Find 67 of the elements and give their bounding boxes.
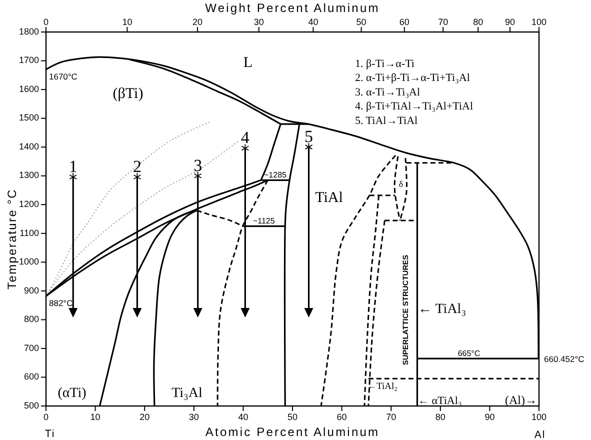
annotation: (Al)→	[505, 393, 537, 407]
y-tick-label: 800	[24, 314, 39, 324]
y-tick-label: 900	[24, 285, 39, 296]
text: 0	[43, 17, 49, 27]
y-tick-label: 1300	[18, 170, 39, 180]
y-tick-label: 1600	[18, 84, 39, 94]
text: 70	[438, 17, 448, 27]
annotation: ← αTiAl₃	[418, 395, 462, 407]
x2-axis-title: Weight Percent Aluminum	[205, 1, 380, 15]
annotation: Ti₃Al	[172, 386, 203, 401]
y-tick-label: 1100	[20, 228, 39, 238]
annotation: 2. α-Ti+β-Ti→α-Ti+Ti₃Al	[355, 72, 470, 84]
y-tick-label: 1200	[18, 198, 39, 209]
annotation: 2	[132, 156, 142, 176]
text: 90	[504, 17, 516, 27]
x-tick-label: 80	[435, 412, 446, 422]
text: 50	[356, 17, 366, 27]
y-tick-label: 500	[24, 400, 39, 410]
annotation: (αTi)	[58, 386, 87, 401]
annotation: 665°C	[458, 349, 480, 358]
x-tick-label: 50	[287, 412, 298, 422]
x-tick-label: 10	[90, 412, 100, 422]
annotation: ←TiAl₂	[367, 382, 398, 392]
text: 10	[122, 17, 132, 27]
annotation: ~1285	[264, 170, 288, 180]
x-tick-label: 40	[238, 412, 248, 422]
text: Al	[534, 429, 546, 440]
text: 100	[531, 17, 547, 27]
y-tick-label: 1800	[18, 26, 39, 36]
x-tick-label: 90	[484, 412, 495, 422]
text: 30	[254, 17, 264, 27]
x-tick-label: 0	[43, 412, 49, 422]
annotation: 1670°C	[49, 71, 78, 82]
y-tick-label: 1400	[18, 141, 39, 152]
annotation: 3. α-Ti→Ti₃Al	[355, 86, 420, 98]
x-tick-label: 60	[336, 412, 347, 422]
annotation: 1. β-Ti→α-Ti	[355, 58, 414, 70]
y-axis-title: Temperature °C	[5, 188, 20, 290]
x-tick-label: 70	[386, 412, 396, 422]
y-tick-label: 700	[24, 342, 39, 353]
text: 60	[399, 17, 410, 27]
annotation: 5	[304, 127, 314, 146]
annotation: 4	[240, 128, 250, 148]
x-axis-title: Atomic Percent Aluminum	[205, 425, 380, 439]
annotation: (βTi)	[112, 86, 144, 102]
y-tick-label: 600	[24, 372, 39, 382]
text: 80	[473, 17, 484, 27]
annotation: 882°C	[49, 298, 73, 308]
annotation: 1	[68, 156, 78, 176]
text: Ti	[44, 428, 56, 440]
annotation: 660.452°C	[544, 354, 584, 364]
x-tick-label: 30	[188, 412, 199, 422]
y-tick-label: 1000	[18, 256, 39, 267]
annotation: 4. β-Ti+TiAl→Ti₃Al+TiAl	[355, 100, 474, 113]
text: 20	[192, 17, 203, 27]
y-tick-label: 1700	[18, 55, 39, 66]
annotation: δ	[398, 179, 404, 189]
text: 40	[308, 17, 318, 27]
annotation: 3	[194, 156, 202, 175]
x-tick-label: 20	[140, 412, 150, 422]
annotation: ← TiAl₃	[418, 302, 466, 317]
y-tick-label: 1500	[18, 112, 39, 123]
annotation: TiAl	[315, 190, 343, 206]
x-tick-label: 100	[531, 412, 547, 422]
annotation: ~1125	[252, 216, 276, 226]
annotation: 5. TiAl→TiAl	[355, 114, 418, 127]
annotation: L	[243, 55, 253, 71]
